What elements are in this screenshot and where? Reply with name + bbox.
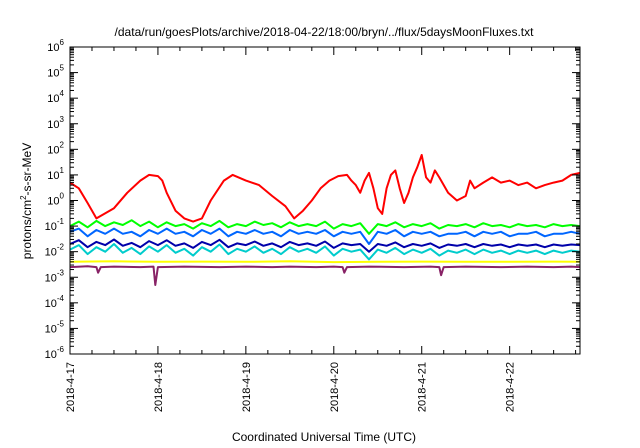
y-tick-label: 10-1 (45, 217, 65, 233)
y-tick-label-base: 10 (45, 323, 57, 335)
y-tick-label: 10-5 (45, 319, 65, 335)
y-tick-label-base: 10 (47, 144, 59, 156)
y-tick-label-exponent: 0 (60, 192, 65, 201)
y-tick-label: 10-2 (45, 243, 65, 259)
y-axis-label-text: protons/cm2-s-sr-MeV (19, 143, 34, 259)
y-tick-label-base: 10 (45, 272, 57, 284)
x-tick-label: 2018-4-20 (329, 362, 341, 412)
x-tick-label: 2018-4-18 (153, 362, 165, 412)
y-tick-label: 101 (47, 166, 64, 182)
y-tick-label-exponent: -2 (57, 243, 65, 252)
y-tick-label-exponent: -3 (57, 268, 65, 277)
x-tick-label: 2018-4-19 (241, 362, 253, 412)
y-tick-label-base: 10 (45, 349, 57, 361)
y-axis-label: protons/cm2-s-sr-MeV (19, 143, 34, 259)
series-line-3 (69, 227, 581, 245)
x-axis-label: Coordinated Universal Time (UTC) (232, 430, 416, 444)
y-tick-label: 10-3 (45, 268, 65, 284)
y-tick-label: 102 (47, 140, 64, 156)
y-tick-label: 103 (47, 115, 64, 131)
y-tick-label: 10-6 (45, 345, 65, 361)
x-tick-label: 2018-4-21 (417, 362, 429, 412)
series-line-7 (69, 265, 581, 286)
y-axis-label-base: protons/cm (20, 200, 34, 259)
y-tick-label-base: 10 (45, 298, 57, 310)
y-tick-label-base: 10 (47, 68, 59, 80)
y-tick-label-base: 10 (45, 247, 57, 259)
series-line-6 (69, 260, 581, 264)
y-tick-label-exponent: 2 (60, 140, 65, 149)
x-tick-label: 2018-4-17 (65, 362, 77, 412)
series-line-4 (69, 243, 581, 261)
y-tick-label-exponent: -1 (57, 217, 65, 226)
y-axis-label-rest: -s-sr-MeV (20, 143, 34, 196)
y-tick-label-exponent: 1 (60, 166, 65, 175)
series-line-5 (69, 238, 581, 253)
plot-area: 10-610-510-410-310-210-11001011021031041… (45, 38, 581, 412)
y-tick-label: 104 (47, 89, 64, 105)
y-tick-label-exponent: 5 (60, 64, 65, 73)
series-line-2 (69, 219, 581, 235)
y-tick-label-exponent: -6 (57, 345, 65, 354)
y-tick-label-base: 10 (47, 119, 59, 131)
y-tick-label: 105 (47, 64, 64, 80)
y-tick-label-base: 10 (47, 170, 59, 182)
series-line-1 (69, 154, 581, 223)
y-tick-label-exponent: 6 (60, 38, 65, 47)
y-tick-label: 10-4 (45, 294, 65, 310)
plot-frame (69, 46, 581, 355)
y-tick-label-base: 10 (47, 42, 59, 54)
y-tick-label-base: 10 (47, 196, 59, 208)
y-tick-label-base: 10 (45, 221, 57, 233)
y-tick-label-exponent: -5 (57, 319, 65, 328)
y-tick-label-exponent: 3 (60, 115, 65, 124)
y-tick-label-base: 10 (47, 93, 59, 105)
x-tick-label: 2018-4-22 (505, 362, 517, 412)
y-tick-label: 106 (47, 38, 64, 54)
y-tick-label-exponent: 4 (60, 89, 65, 98)
chart-title: /data/run/goesPlots/archive/2018-04-22/1… (115, 25, 535, 39)
y-tick-label-exponent: -4 (57, 294, 65, 303)
y-tick-label: 100 (47, 192, 64, 208)
y-axis-label-sup: 2 (19, 195, 28, 200)
